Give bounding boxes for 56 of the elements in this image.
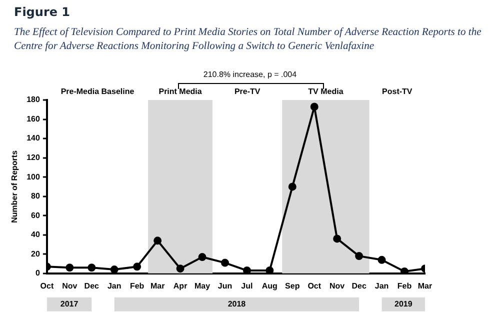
point <box>333 234 342 243</box>
y-tick-label: 100 <box>26 172 40 182</box>
point <box>110 266 118 274</box>
text: Pre-Media Baseline <box>60 87 135 96</box>
x-tick-label: Jun <box>218 281 232 290</box>
x-tick-label: Dec <box>84 281 100 290</box>
x-tick-label: Nov <box>62 281 78 290</box>
band-label: Print Media <box>158 87 202 96</box>
text: Post-TV <box>382 87 413 96</box>
y-tick-label: 0 <box>35 268 40 278</box>
x-tick-label: Sep <box>285 281 300 290</box>
x-tick-label: Jan <box>374 281 389 290</box>
point <box>242 266 251 274</box>
x-tick-label: May <box>194 281 211 290</box>
x-tick-label: Nov <box>330 281 346 290</box>
y-tick-label: 160 <box>26 114 40 124</box>
y-tick-label: 60 <box>31 210 40 220</box>
point <box>310 102 318 111</box>
x-tick-label: Jan <box>107 281 122 290</box>
x-tick-label: Apr <box>173 281 188 290</box>
point <box>288 182 296 191</box>
x-tick-label: Oct <box>40 281 54 290</box>
x-tick-label: Jul <box>241 281 253 290</box>
point <box>220 258 229 267</box>
text: 2019 <box>394 300 413 309</box>
y-tick-label: 20 <box>31 249 40 258</box>
x-tick-label: Feb <box>397 281 412 290</box>
y-tick-label: 180 <box>26 95 40 104</box>
point <box>198 253 206 262</box>
y-tick-label: 140 <box>26 134 40 143</box>
y-tick-label: 80 <box>31 192 40 201</box>
point <box>154 236 162 245</box>
point <box>400 267 408 274</box>
y-axis-title: Number of Reports <box>10 150 20 223</box>
point <box>378 256 386 264</box>
y-tick-label: 120 <box>26 153 40 162</box>
x-tick-label: Mar <box>418 281 432 290</box>
chart-title: Figure 1 <box>14 5 70 19</box>
text: 2017 <box>60 300 79 309</box>
x-tick-label: Aug <box>262 281 278 290</box>
band-label: TV Media <box>308 87 344 96</box>
y-tick-label: 40 <box>31 230 40 240</box>
text: Pre-TV <box>234 87 261 96</box>
chart-subtitle: The Effect of Television Compared to Print Media Stories on Total Number of Adverse Reaction Reports to the Centre for Adverse Reactions Monitoring Following a Switch to Generic Venlafaxine <box>14 26 482 54</box>
point <box>355 252 364 260</box>
text: 2018 <box>228 300 246 309</box>
point <box>176 264 184 273</box>
x-tick-label: Oct <box>308 281 322 290</box>
point <box>88 264 96 272</box>
point <box>133 262 142 271</box>
text: 210.8% increase, p = .004 <box>202 70 298 79</box>
point <box>66 264 74 272</box>
point <box>266 266 274 274</box>
x-tick-label: Feb <box>130 281 144 290</box>
x-tick-label: Mar <box>150 281 165 290</box>
x-tick-label: Dec <box>352 281 367 290</box>
